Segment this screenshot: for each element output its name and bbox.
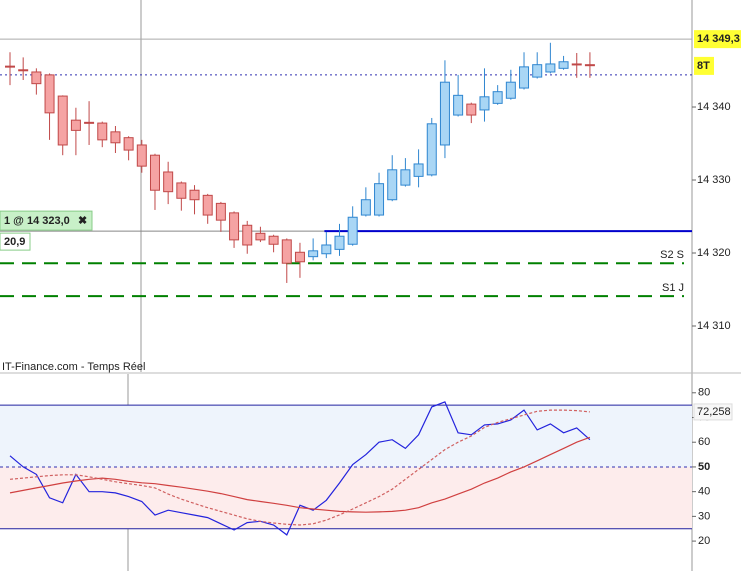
- candle-body: [5, 65, 15, 68]
- value-badge: [693, 403, 733, 421]
- candle-body: [215, 202, 226, 221]
- y-tick-label: 40: [698, 486, 710, 498]
- candle-body: [123, 137, 134, 151]
- candle-body: [229, 212, 240, 241]
- candle-body: [18, 69, 29, 72]
- candle-body: [571, 63, 582, 66]
- candle-body: [505, 81, 516, 99]
- candle-body: [97, 122, 108, 141]
- order-sub-label: 20,9: [4, 236, 25, 248]
- candle-body: [545, 63, 556, 73]
- candle-body: [387, 169, 398, 201]
- value-label: 72,258: [697, 406, 731, 418]
- candle-body: [413, 163, 424, 177]
- candle-body: [281, 239, 292, 264]
- candle-body: [479, 96, 490, 111]
- candle-body: [255, 232, 266, 241]
- candle-body: [334, 235, 345, 250]
- candle-body: [426, 123, 437, 176]
- candle-body: [84, 121, 95, 124]
- y-tick-label: 20: [698, 535, 710, 547]
- order-sub-box: [0, 232, 31, 251]
- candle-body: [439, 81, 450, 146]
- order-label: 1 @ 14 323,0: [4, 215, 70, 227]
- candle-body: [519, 66, 530, 89]
- y-tick-label: 50: [698, 461, 710, 473]
- candle-body: [163, 171, 174, 193]
- price-badge: [694, 30, 741, 49]
- order-box: [0, 210, 93, 231]
- candle-body: [308, 250, 319, 258]
- candle-body: [189, 189, 200, 201]
- candle-body: [176, 182, 187, 199]
- last-badge: [694, 56, 714, 75]
- candle-body: [466, 103, 477, 116]
- y-tick-label: 14 310: [697, 320, 731, 332]
- upper-zone: [0, 405, 692, 467]
- source-label: IT-Finance.com - Temps Réel: [2, 361, 145, 373]
- candle-body: [149, 154, 160, 191]
- candle-body: [202, 194, 213, 216]
- y-tick-label: 60: [698, 436, 710, 448]
- y-tick-label: 14 320: [697, 247, 731, 259]
- candle-body: [492, 91, 503, 104]
- candle-body: [136, 144, 147, 167]
- y-tick-label: 30: [698, 510, 710, 522]
- indicator-line: [9, 436, 591, 513]
- candle-body: [44, 74, 55, 114]
- candle-body: [321, 244, 332, 255]
- y-tick-label: 14 340: [697, 101, 731, 113]
- price-badge-label: 14 349,3: [697, 33, 740, 45]
- candle-body: [360, 199, 371, 216]
- last-badge-label: 8T: [697, 60, 710, 72]
- support-label: S1 J: [662, 282, 684, 294]
- support-label: S2 S: [660, 249, 684, 261]
- candle-body: [453, 94, 464, 116]
- candle-body: [70, 119, 81, 131]
- candle-body: [294, 251, 305, 263]
- candle-body: [347, 216, 358, 245]
- y-tick-label: 80: [698, 387, 710, 399]
- candle-body: [532, 64, 543, 78]
- indicator-line: [9, 409, 590, 526]
- candle-body: [268, 235, 279, 245]
- candle-body: [374, 183, 385, 216]
- order-cancel[interactable]: ✖: [78, 215, 87, 227]
- candle-body: [558, 61, 569, 69]
- candle-body: [57, 95, 68, 146]
- candle-body: [31, 71, 42, 85]
- candle-body: [584, 64, 595, 67]
- y-tick-label: 14 330: [697, 174, 731, 186]
- candle-body: [242, 224, 253, 246]
- candle-body: [110, 131, 121, 144]
- lower-zone: [0, 466, 692, 529]
- candle-body: [400, 169, 411, 186]
